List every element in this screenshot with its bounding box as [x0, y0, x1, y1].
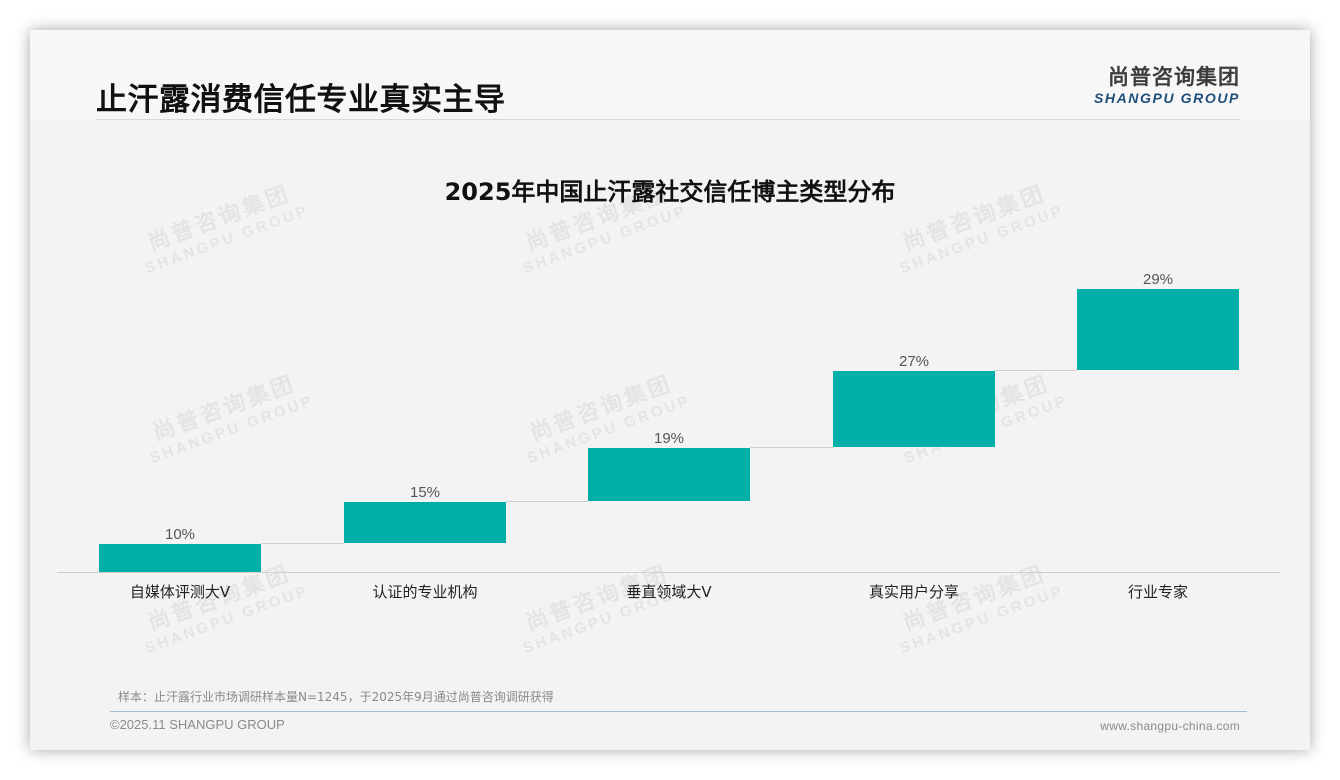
bar-vertical-kol[interactable] — [588, 448, 750, 501]
category-label: 行业专家 — [1127, 583, 1188, 601]
website-link[interactable]: www.shangpu-china.com — [1100, 719, 1240, 733]
category-label: 认证的专业机构 — [372, 583, 478, 601]
brand-logo: 尚普咨询集团 SHANGPU GROUP — [1088, 64, 1240, 106]
bar-certified-institution[interactable] — [344, 502, 506, 543]
category-label: 垂直领域大V — [626, 583, 712, 601]
connector-line — [261, 543, 344, 544]
bar-industry-expert[interactable] — [1077, 289, 1239, 370]
logo-cn-text: 尚普咨询集团 — [1108, 65, 1240, 89]
connector-line — [506, 501, 588, 502]
value-label: 10% — [164, 526, 196, 543]
sample-note: 样本：止汗露行业市场调研样本量N=1245，于2025年9月通过尚普咨询调研获得 — [118, 690, 554, 704]
category-label: 真实用户分享 — [868, 583, 959, 601]
page-title: 止汗露消费信任专业真实主导 — [96, 82, 506, 118]
value-label: 27% — [898, 353, 930, 370]
footer-divider — [110, 711, 1247, 712]
connector-line — [995, 370, 1077, 371]
title-divider — [96, 119, 1240, 120]
logo-en-text: SHANGPU GROUP — [1093, 90, 1240, 106]
value-label: 19% — [653, 430, 685, 447]
value-label: 29% — [1142, 271, 1174, 288]
bar-real-user-sharing[interactable] — [833, 371, 995, 447]
chart-title: 2025年中国止汗露社交信任博主类型分布 — [444, 178, 896, 206]
value-label: 15% — [409, 484, 441, 501]
category-label: 自媒体评测大V — [129, 583, 231, 601]
connector-line — [750, 447, 833, 448]
bar-self-media-reviewer[interactable] — [99, 544, 261, 572]
copyright-text: ©2025.11 SHANGPU GROUP — [110, 717, 285, 732]
header-band — [30, 30, 1310, 120]
slide: 止汗露消费信任专业真实主导 尚普咨询集团 SHANGPU GROUP 尚普咨询集… — [30, 30, 1310, 750]
x-axis-line — [57, 572, 1280, 573]
